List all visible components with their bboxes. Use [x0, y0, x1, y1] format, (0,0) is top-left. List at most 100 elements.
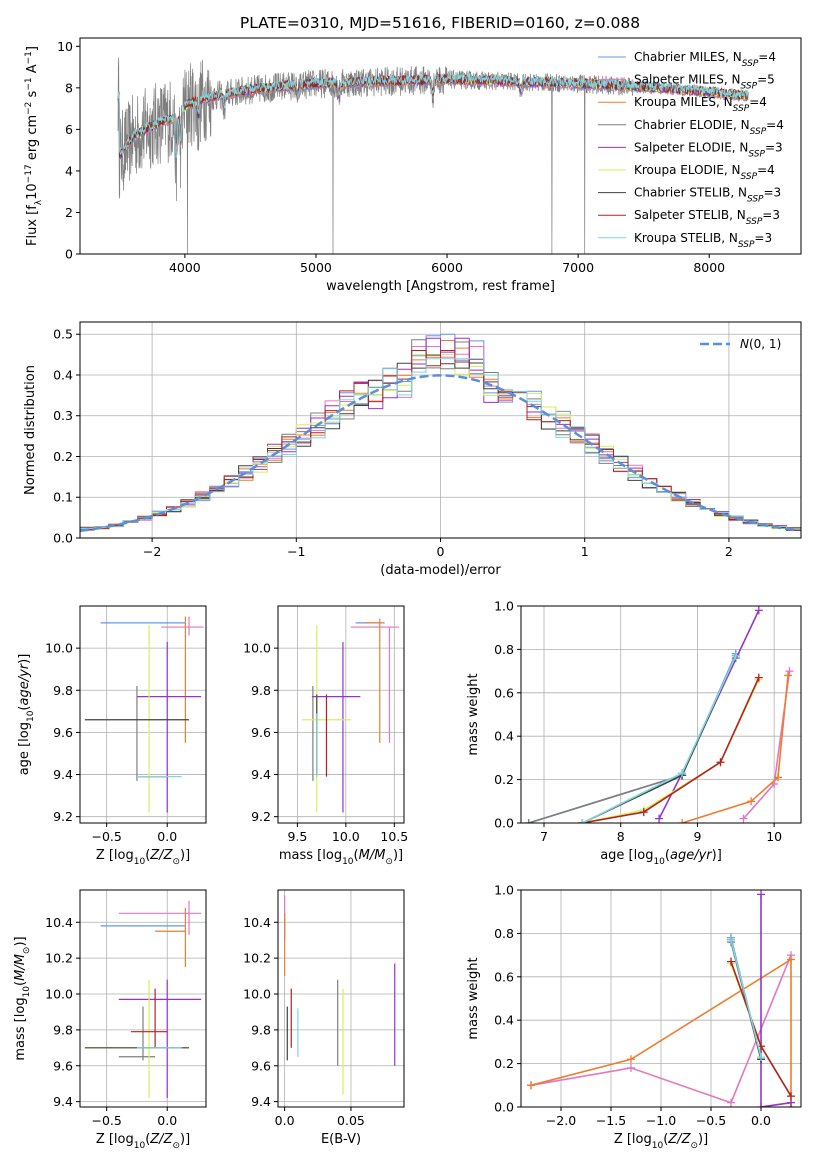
weight-marker	[727, 957, 735, 966]
x-tick-label: 0.0	[275, 1113, 295, 1128]
x-tick-label: −1.5	[596, 1113, 626, 1128]
y-tick-label: 0.6	[494, 685, 514, 700]
y-axis-label: Normed distribution	[23, 365, 38, 495]
x-axis-label: Z [log10(Z/Z⊙)]	[96, 1132, 190, 1151]
y-tick-label: 9.4	[251, 1094, 271, 1109]
legend-label: Chabrier MILES, NSSP=4	[634, 50, 776, 69]
plot-area-spectrum	[117, 57, 749, 254]
x-tick-label: 7	[540, 829, 548, 844]
weight-line-8	[582, 655, 737, 823]
weight-marker	[627, 1055, 635, 1064]
x-tick-label: 9.5	[287, 829, 307, 844]
weight-line-6	[582, 655, 737, 823]
y-tick-label: 9.4	[53, 1094, 73, 1109]
x-axis-label: E(B-V)	[321, 1132, 361, 1147]
plot-area-age_vs_Z	[84, 616, 204, 813]
x-tick-label: 7000	[562, 260, 594, 275]
x-tick-label: −0.5	[696, 1113, 726, 1128]
weight-marker	[527, 1081, 535, 1090]
y-tick-label: 9.4	[251, 767, 271, 782]
legend-label: Kroupa STELIB, NSSP=3	[634, 231, 772, 250]
legend-label: Salpeter STELIB, NSSP=3	[634, 208, 780, 227]
spectrum-model-8	[117, 71, 749, 159]
x-axis-label: (data-model)/error	[380, 563, 501, 578]
x-tick-label: 9	[693, 829, 701, 844]
weight-marker	[757, 1103, 765, 1107]
weight-line-7	[582, 677, 760, 823]
residual-legend: N(0, 1)	[700, 337, 781, 351]
ticks-mass_vs_EBV: 0.0 0.05 9.4 9.6 9.8 10.0 10.2 10.4	[243, 915, 365, 1128]
legend-label: Salpeter MILES, NSSP=5	[634, 73, 775, 92]
x-tick-label: 5000	[300, 260, 332, 275]
y-tick-label: 0.8	[494, 926, 514, 941]
figure-title: PLATE=0310, MJD=51616, FIBERID=0160, z=0…	[240, 14, 640, 32]
legend-label: Chabrier STELIB, NSSP=3	[634, 186, 781, 205]
legend-label: Kroupa ELODIE, NSSP=4	[634, 163, 775, 182]
axes-frame	[79, 37, 802, 255]
x-tick-label: −1.0	[646, 1113, 676, 1128]
legend-label: Chabrier ELODIE, NSSP=4	[634, 118, 784, 137]
y-tick-label: 9.8	[251, 683, 271, 698]
legend-label: Salpeter ELODIE, NSSP=3	[634, 140, 783, 159]
legend-label: N(0, 1)	[740, 337, 781, 351]
y-tick-label: 0	[65, 247, 73, 262]
y-tick-label: 9.4	[53, 767, 73, 782]
axes-frame	[277, 889, 405, 1108]
spectrum-legend: Chabrier MILES, NSSP=4 Salpeter MILES, NS…	[598, 50, 784, 250]
y-tick-label: 8	[65, 80, 73, 95]
panel-residuals: −2 −1 0 1 2 0.0 0.1 0.2 0.3 0.4 0.5 Normed distribu…	[23, 321, 802, 578]
weight-marker	[785, 667, 794, 676]
plot-area-mass_vs_Z	[84, 900, 202, 1099]
x-tick-label: 2	[725, 544, 733, 559]
y-tick-label: 0.5	[53, 327, 73, 342]
plot-area-residuals	[80, 333, 801, 533]
x-axis-label: mass [log10(M/M⊙)]	[279, 848, 403, 867]
weight-marker	[524, 819, 533, 823]
ticks-spectrum: 4000 5000 6000 7000 8000 0 2 4 6 8 10	[57, 39, 725, 275]
y-tick-label: 0.8	[494, 642, 514, 657]
x-tick-label: 0.05	[337, 1113, 365, 1128]
plot-area-massweight_vs_age	[524, 606, 794, 823]
y-tick-label: 4	[65, 163, 73, 178]
y-tick-label: 9.2	[53, 809, 73, 824]
weight-marker	[773, 773, 782, 782]
x-tick-label: 6000	[431, 260, 463, 275]
weight-marker	[757, 1053, 765, 1062]
weight-line-2	[681, 675, 789, 823]
panel-age_vs_mass: 9.5 10.0 10.5 9.2 9.4 9.6 9.8 10.0 mass [log10(M…	[243, 605, 408, 867]
y-tick-label: 0.1	[53, 490, 73, 505]
x-tick-label: 0.0	[751, 1113, 771, 1128]
x-tick-label: 10	[766, 829, 782, 844]
x-tick-label: 10.5	[380, 829, 408, 844]
y-tick-label: 9.8	[251, 1022, 271, 1037]
weight-marker	[655, 814, 664, 823]
weight-marker	[639, 808, 648, 817]
y-tick-label: 10.2	[243, 951, 271, 966]
y-tick-label: 9.6	[251, 1058, 271, 1073]
x-tick-label: −1	[287, 544, 305, 559]
y-tick-label: 10.4	[45, 915, 73, 930]
panel-age_vs_Z: −0.5 0.0 9.2 9.4 9.6 9.8 10.0 age [log10(age/yr…	[17, 605, 207, 867]
y-tick-label: 10.2	[45, 951, 73, 966]
y-tick-label: 10.4	[243, 915, 271, 930]
x-tick-label: −0.5	[91, 1113, 121, 1128]
plot-area-age_vs_mass	[302, 618, 400, 813]
weight-marker	[757, 890, 765, 899]
y-tick-label: 0.4	[494, 729, 514, 744]
y-tick-label: 1.0	[494, 599, 514, 614]
x-axis-label: wavelength [Angstrom, rest frame]	[326, 279, 555, 294]
weight-marker	[787, 1092, 795, 1101]
axes-frame	[520, 605, 802, 824]
y-tick-label: 0.0	[494, 1100, 514, 1115]
y-tick-label: 9.6	[251, 725, 271, 740]
ticks-mass_vs_Z: −0.5 0.0 9.4 9.6 9.8 10.0 10.2 10.4	[45, 915, 177, 1128]
weight-marker	[754, 673, 763, 682]
x-tick-label: 4000	[169, 260, 201, 275]
histogram-8	[80, 358, 801, 533]
normal-curve	[80, 374, 799, 533]
plot-area-massweight_vs_Z	[527, 890, 795, 1107]
ticks-age_vs_mass: 9.5 10.0 10.5 9.2 9.4 9.6 9.8 10.0	[243, 641, 408, 844]
y-tick-label: 0.2	[494, 1056, 514, 1071]
